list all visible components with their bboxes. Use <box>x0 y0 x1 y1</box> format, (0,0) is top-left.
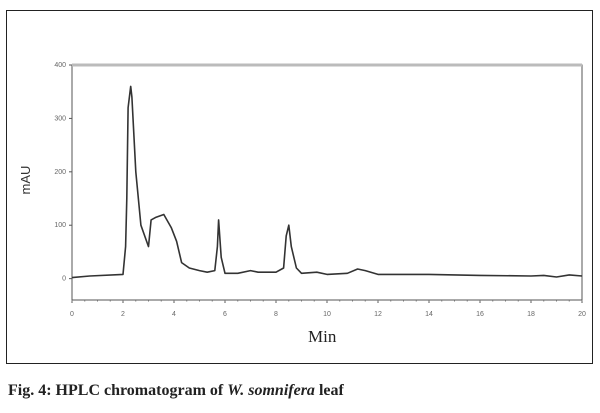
x-tick-label: 4 <box>172 311 176 318</box>
x-tick-label: 10 <box>323 311 331 318</box>
y-tick-label: 300 <box>54 115 66 122</box>
y-tick-label: 200 <box>54 169 66 176</box>
caption-prefix: Fig. 4: HPLC chromatogram of <box>8 382 228 399</box>
x-tick-label: 18 <box>527 311 535 318</box>
y-tick-label: 0 <box>62 276 66 283</box>
caption-species: W. somnifera <box>227 382 315 399</box>
figure-frame <box>6 10 593 364</box>
x-tick-label: 0 <box>70 311 74 318</box>
caption-suffix: leaf <box>314 382 344 399</box>
y-tick-label: 400 <box>54 62 66 69</box>
x-tick-label: 8 <box>274 311 278 318</box>
x-tick-label: 20 <box>578 311 586 318</box>
x-tick-label: 2 <box>121 311 125 318</box>
x-tick-label: 14 <box>425 311 433 318</box>
chromatogram-line <box>71 85 583 279</box>
plot-area <box>71 64 583 301</box>
figure-caption: Fig. 4: HPLC chromatogram of W. somnifer… <box>8 382 344 400</box>
x-tick-label: 16 <box>476 311 484 318</box>
x-tick-label: 6 <box>223 311 227 318</box>
x-axis-label: Min <box>308 327 337 346</box>
x-tick-label: 12 <box>374 311 382 318</box>
y-axis-label: mAU <box>18 166 33 195</box>
y-tick-label: 100 <box>54 222 66 229</box>
